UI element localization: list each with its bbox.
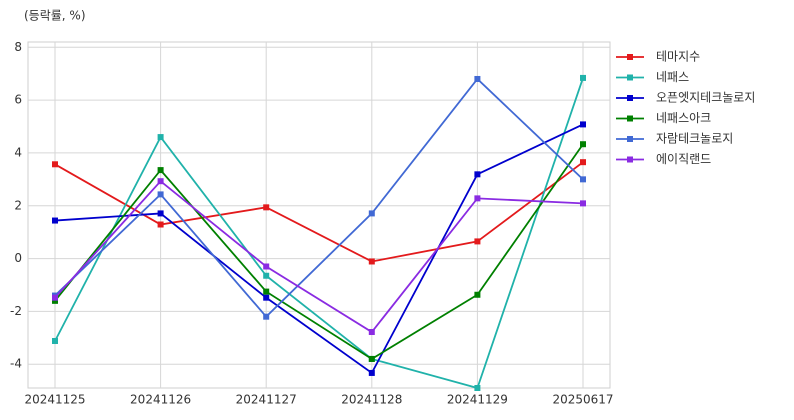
y-tick-label: 8 (14, 40, 22, 54)
legend-label: 자람테크놀로지 (656, 132, 733, 146)
point-marker (474, 385, 481, 391)
point-marker (368, 258, 375, 265)
legend-label: 테마지수 (656, 50, 700, 64)
point-marker (157, 191, 164, 198)
point-marker (368, 355, 375, 362)
series-line (54, 161, 584, 263)
point-marker (580, 176, 586, 183)
point-marker (157, 167, 164, 174)
x-tick-label: 20241125 (24, 393, 85, 407)
point-marker (580, 159, 586, 166)
point-marker (474, 75, 481, 82)
point-marker (52, 217, 58, 224)
series-line (54, 123, 584, 375)
legend-marker (627, 136, 633, 142)
point-marker (263, 272, 270, 279)
point-marker (580, 141, 586, 148)
point-marker (263, 204, 270, 211)
point-marker (580, 200, 586, 207)
legend-label: 오픈엣지테크놀로지 (656, 91, 755, 105)
x-tick-label: 20241129 (447, 393, 508, 407)
y-tick-label: 4 (14, 145, 22, 159)
series-line (54, 179, 584, 334)
legend-label: 에이직랜드 (656, 152, 711, 166)
series-line (54, 77, 584, 390)
legend-label: 네패스아크 (656, 111, 711, 125)
point-marker (52, 337, 58, 344)
point-marker (263, 263, 270, 270)
series-line (54, 143, 584, 361)
point-marker (368, 210, 375, 217)
point-marker (580, 121, 586, 128)
point-marker (52, 161, 58, 168)
point-marker (474, 238, 481, 245)
legend-label: 네패스 (656, 70, 689, 84)
point-marker (157, 134, 164, 141)
legend-marker (627, 54, 633, 60)
y-tick-label: -2 (10, 304, 22, 318)
legend-marker (627, 115, 633, 122)
plot-frame (27, 41, 611, 389)
legend-marker (627, 95, 633, 101)
y-tick-label: -4 (10, 357, 22, 371)
x-tick-label: 20241127 (236, 393, 297, 407)
point-marker (52, 297, 58, 304)
y-tick-label: 6 (14, 93, 22, 107)
legend-marker (627, 156, 633, 163)
point-marker (157, 178, 164, 185)
point-marker (263, 294, 270, 301)
point-marker (474, 195, 481, 202)
y-tick-label: 0 (14, 251, 22, 265)
y-tick-label: 2 (14, 198, 22, 212)
x-tick-label: 20241128 (341, 393, 402, 407)
point-marker (474, 291, 481, 298)
y-axis-label: (등락률, %) (24, 9, 86, 23)
point-marker (474, 171, 481, 178)
point-marker (157, 210, 164, 217)
point-marker (263, 288, 270, 295)
legend-marker (627, 74, 633, 81)
point-marker (368, 329, 375, 336)
point-marker (368, 369, 375, 376)
x-tick-label: 20241126 (130, 393, 191, 407)
series-line (54, 77, 584, 318)
point-marker (52, 294, 58, 301)
point-marker (157, 221, 164, 228)
point-marker (263, 313, 270, 320)
x-tick-label: 20250617 (552, 393, 613, 407)
point-marker (580, 74, 586, 81)
